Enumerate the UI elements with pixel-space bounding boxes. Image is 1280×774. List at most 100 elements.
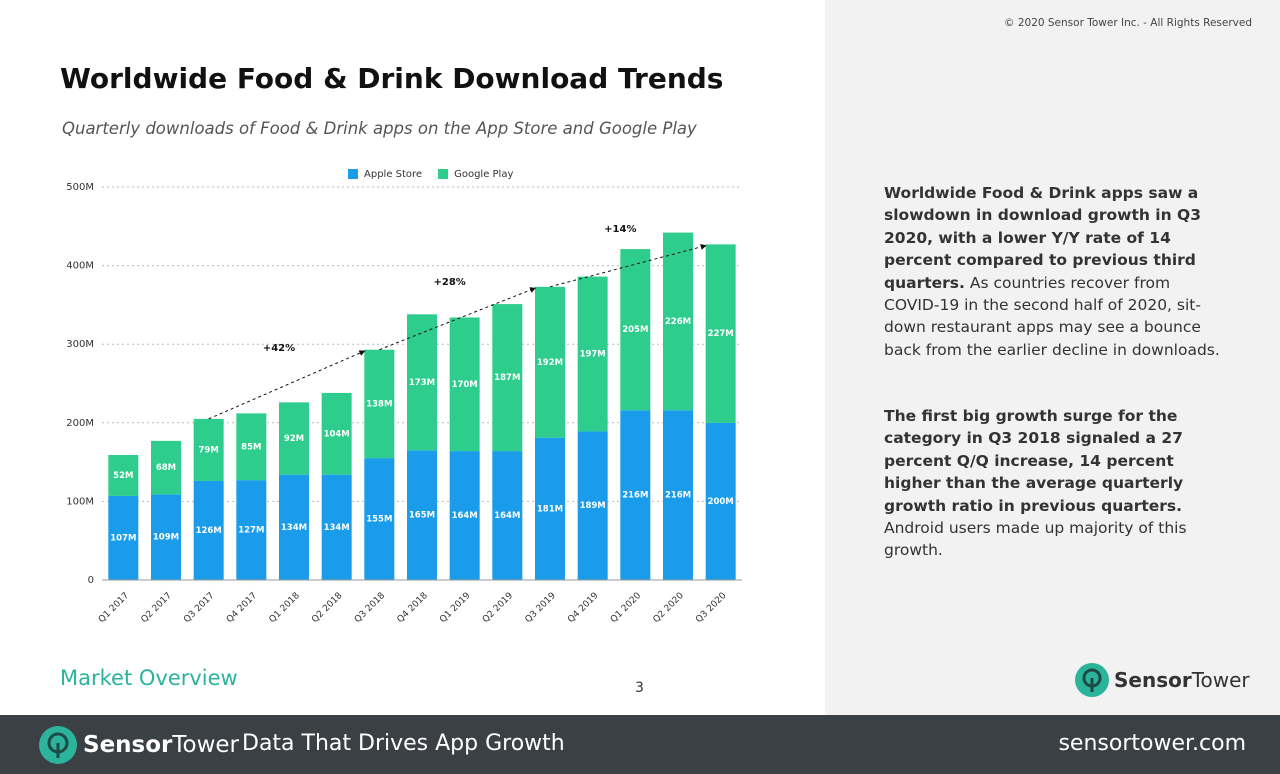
x-tick-label: Q4 2017 <box>225 591 259 625</box>
bar-segment <box>407 450 437 580</box>
value-label: 52M <box>113 471 133 481</box>
bar-segment <box>321 474 352 580</box>
value-label: 205M <box>622 325 648 335</box>
y-tick-label: 0 <box>88 575 94 586</box>
value-label: 216M <box>665 491 691 501</box>
paragraph-text: As countries recover from COVID-19 in th… <box>884 273 1220 359</box>
bar-segment <box>151 494 181 580</box>
x-tick-label: Q3 2018 <box>353 591 388 626</box>
x-tick-label: Q2 2020 <box>652 591 687 626</box>
legend-label: Apple Store <box>364 169 422 180</box>
side-panel <box>825 0 1280 715</box>
bar-segment <box>236 413 267 481</box>
paragraph-bold: The first big growth surge for the categ… <box>884 407 1184 515</box>
value-label: 192M <box>537 358 563 368</box>
bar-segment <box>663 232 693 411</box>
bar-segment <box>705 244 736 423</box>
section-label: Market Overview <box>60 666 238 690</box>
value-label: 197M <box>580 350 606 360</box>
annotation: +28% <box>434 277 466 288</box>
paragraph: Worldwide Food & Drink apps saw a slowdo… <box>884 182 1229 361</box>
title: Worldwide Food & Drink Download Trends <box>60 62 724 95</box>
value-label: 79M <box>199 445 219 455</box>
value-label: 155M <box>366 515 392 525</box>
annotation: +42% <box>263 343 295 354</box>
bar-segment <box>279 474 309 580</box>
value-label: 187M <box>494 373 520 383</box>
logo: SensorTower <box>1074 662 1250 698</box>
legend-swatch <box>438 169 449 179</box>
trend-arrow <box>379 287 537 351</box>
x-tick-label: Q2 2019 <box>481 591 516 626</box>
paragraph-text: Android users made up majority of this g… <box>884 519 1187 560</box>
bar-segment <box>620 249 651 411</box>
footer: SensorTower Data That Drives App Growth … <box>0 715 1280 774</box>
copyright: © 2020 Sensor Tower Inc. - All Rights Re… <box>1004 17 1252 29</box>
logo-icon <box>1075 663 1109 697</box>
x-tick-label: Q1 2019 <box>438 591 473 626</box>
paragraph: The first big growth surge for the categ… <box>884 405 1229 562</box>
y-tick-label: 100M <box>66 496 94 507</box>
bar-segment <box>577 431 608 580</box>
value-label: 200M <box>708 497 734 507</box>
value-label: 227M <box>708 329 734 339</box>
logo-text: Tower <box>172 732 240 758</box>
value-label: 104M <box>324 429 350 439</box>
bar-segment <box>151 440 181 495</box>
bar-segment <box>108 455 139 496</box>
legend-label: Google Play <box>454 169 513 180</box>
value-label: 173M <box>409 378 435 388</box>
logo-icon <box>39 726 77 764</box>
value-label: 164M <box>494 511 520 521</box>
bar-segment <box>663 410 693 580</box>
bar-segment <box>449 451 480 580</box>
bar-segment <box>577 276 608 432</box>
bar-segment <box>364 349 395 459</box>
bar-segment <box>535 286 565 438</box>
bar-segment <box>705 422 736 580</box>
value-label: 107M <box>110 533 136 543</box>
bar-segment <box>279 402 309 475</box>
value-label: 165M <box>409 511 435 521</box>
value-label: 68M <box>156 463 176 473</box>
bar-segment <box>193 480 224 580</box>
logo-text: Sensor <box>1114 668 1192 692</box>
x-tick-label: Q3 2019 <box>524 591 559 626</box>
value-label: 92M <box>284 434 304 444</box>
x-tick-label: Q2 2017 <box>140 591 174 625</box>
tagline: Data That Drives App Growth <box>242 731 565 756</box>
value-label: 164M <box>452 511 478 521</box>
bar-segment <box>492 304 523 452</box>
logo-text: Sensor <box>83 732 173 758</box>
legend-swatch <box>348 169 358 179</box>
x-tick-label: Q3 2020 <box>694 591 729 626</box>
bar-segment <box>236 480 267 580</box>
subtitle: Quarterly downloads of Food & Drink apps… <box>62 119 697 138</box>
bar-segment <box>321 392 352 475</box>
chart: 0 100M 200M 300M 400M 500M Apple Store Google P… <box>66 169 742 626</box>
trend-arrow <box>208 350 366 420</box>
x-tick-label: Q4 2019 <box>566 591 601 626</box>
value-label: 170M <box>452 380 478 390</box>
page-number: 3 <box>635 680 644 696</box>
paragraph-bold: Worldwide Food & Drink apps saw a slowdo… <box>884 184 1202 292</box>
bar-segment <box>193 418 224 481</box>
value-label: 226M <box>665 317 691 327</box>
y-tick-label: 200M <box>66 418 94 429</box>
x-tick-label: Q2 2018 <box>310 591 345 626</box>
bar-segment <box>620 410 651 580</box>
x-tick-label: Q1 2018 <box>268 591 303 626</box>
logo-text: Tower <box>1191 668 1250 692</box>
y-tick-label: 500M <box>66 182 94 193</box>
bar-segment <box>492 451 523 580</box>
x-tick-label: Q1 2020 <box>609 591 644 626</box>
value-label: 181M <box>537 504 563 514</box>
bar-segment <box>535 437 565 580</box>
y-tick-label: 400M <box>66 261 94 272</box>
value-label: 109M <box>153 533 179 543</box>
value-label: 134M <box>324 523 350 533</box>
value-label: 127M <box>238 526 264 536</box>
y-tick-label: 300M <box>66 339 94 350</box>
value-label: 134M <box>281 523 307 533</box>
x-tick-label: Q3 2017 <box>182 591 216 625</box>
